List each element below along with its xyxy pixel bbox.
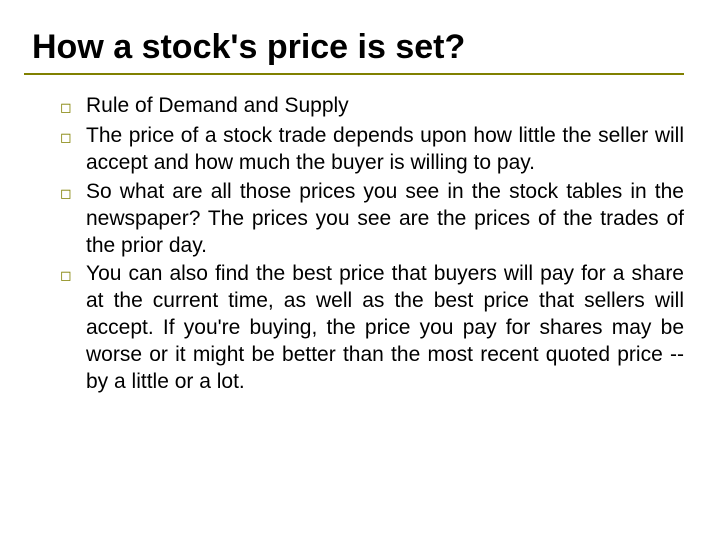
- bullet-marker-icon: ◻: [60, 123, 86, 151]
- bullet-text: You can also find the best price that bu…: [86, 261, 684, 395]
- bullet-item: ◻ The price of a stock trade depends upo…: [60, 123, 684, 177]
- bullet-marker-icon: ◻: [60, 179, 86, 207]
- bullet-item: ◻ So what are all those prices you see i…: [60, 179, 684, 260]
- bullet-marker-icon: ◻: [60, 261, 86, 289]
- bullet-item: ◻ Rule of Demand and Supply: [60, 93, 684, 121]
- bullet-marker-icon: ◻: [60, 93, 86, 121]
- title-underline: [24, 73, 684, 75]
- slide-title: How a stock's price is set?: [32, 28, 684, 67]
- bullet-text: Rule of Demand and Supply: [86, 93, 684, 120]
- bullet-list: ◻ Rule of Demand and Supply ◻ The price …: [24, 93, 684, 396]
- slide: How a stock's price is set? ◻ Rule of De…: [0, 0, 720, 540]
- bullet-text: So what are all those prices you see in …: [86, 179, 684, 260]
- bullet-text: The price of a stock trade depends upon …: [86, 123, 684, 177]
- bullet-item: ◻ You can also find the best price that …: [60, 261, 684, 395]
